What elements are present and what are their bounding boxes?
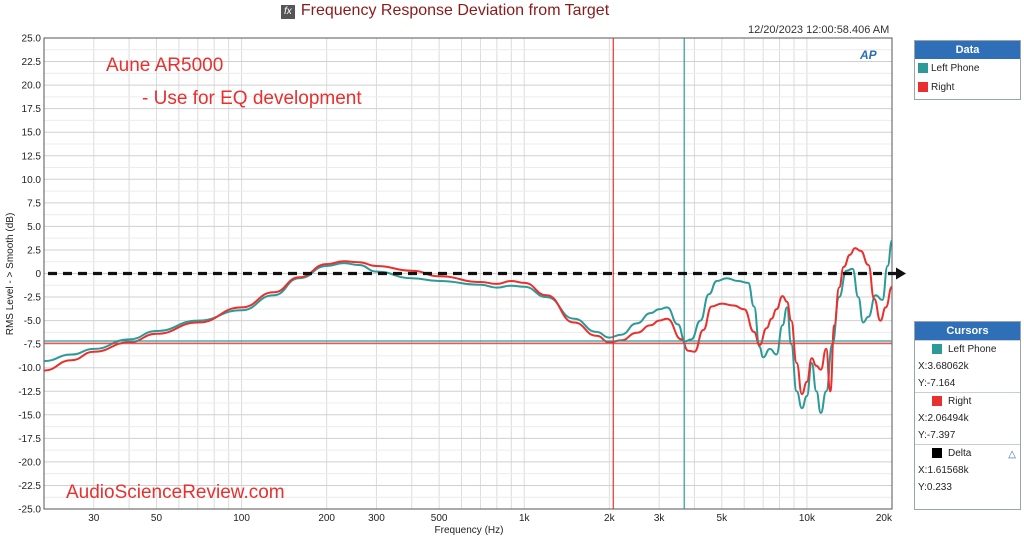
legend-label: Right — [931, 82, 955, 93]
y-tick-label: -22.5 — [18, 481, 41, 492]
legend-panel-title: Data — [915, 41, 1020, 59]
y-tick-label: 10.0 — [22, 175, 42, 186]
timestamp: 12/20/2023 12:00:58.406 AM — [748, 24, 890, 36]
x-tick-label: 10k — [799, 513, 816, 524]
y-tick-label: -5.0 — [24, 316, 42, 327]
cursor-name: Delta — [948, 448, 972, 459]
y-tick-label: 12.5 — [22, 151, 42, 162]
y-tick-label: -2.5 — [24, 293, 42, 304]
annotation-device-name: Aune AR5000 — [106, 55, 224, 76]
x-tick-label: 5k — [717, 513, 729, 524]
target-reference-line — [48, 267, 906, 280]
cursor-y-value: Y:-7.164 — [918, 378, 956, 389]
cursor-swatch — [932, 448, 942, 458]
y-axis-ticks: 25.0 22.5 20.0 17.5 15.0 12.5 10.0 7.5 5.0 2.5 0 -2… — [18, 34, 41, 516]
y-tick-label: -25.0 — [18, 505, 41, 516]
x-axis-ticks: 30 50 100 200 300 500 1k 2k 3k 5k 10k 20k — [88, 513, 893, 524]
x-tick-label: 500 — [431, 513, 448, 524]
x-tick-label: 3k — [654, 513, 666, 524]
legend-label: Left Phone — [931, 63, 980, 74]
cursor-block-right[interactable]: Right X:2.06494k Y:-7.397 — [915, 392, 1020, 444]
y-tick-label: 17.5 — [22, 104, 42, 115]
y-tick-label: 15.0 — [22, 128, 42, 139]
legend-item-left-phone[interactable]: Left Phone — [915, 59, 1020, 78]
legend-panel: Data Left Phone Right — [914, 40, 1021, 100]
cursor-y-value: Y:-7.397 — [918, 430, 956, 441]
series-line-right — [43, 247, 893, 396]
cursor-x-value: X:3.68062k — [918, 361, 969, 372]
cursor-block-left-phone[interactable]: Left Phone X:3.68062k Y:-7.164 — [915, 340, 1020, 392]
cursors-panel: Cursors Left Phone X:3.68062k Y:-7.164 R… — [914, 321, 1021, 510]
fx-icon[interactable]: fx — [280, 5, 295, 19]
chart-series — [43, 239, 893, 414]
target-arrow-head — [896, 267, 906, 280]
x-tick-label: 30 — [88, 513, 100, 524]
y-tick-label: 25.0 — [22, 34, 42, 45]
chart-title: Frequency Response Deviation from Target — [300, 2, 610, 19]
cursor-name: Right — [948, 396, 972, 407]
legend-swatch — [918, 82, 928, 92]
cursor-swatch — [932, 344, 942, 354]
x-tick-label: 1k — [519, 513, 531, 524]
x-tick-label: 100 — [233, 513, 250, 524]
chart-title-bar: fx Frequency Response Deviation from Targ… — [0, 2, 890, 20]
chart-cursors[interactable] — [44, 38, 892, 509]
cursor-x-value: X:1.61568k — [918, 465, 969, 476]
legend-item-right[interactable]: Right — [915, 78, 1020, 97]
x-tick-label: 200 — [318, 513, 335, 524]
cursor-x-value: X:2.06494k — [918, 413, 969, 424]
y-axis-label: RMS Level - > Smooth (dB) — [5, 213, 16, 336]
y-tick-label: -15.0 — [18, 410, 41, 421]
x-axis-label: Frequency (Hz) — [435, 525, 504, 536]
watermark: AudioScienceReview.com — [66, 482, 285, 503]
cursor-block-delta[interactable]: Delta △ X:1.61568k Y:0.233 — [915, 444, 1020, 496]
y-tick-label: 20.0 — [22, 81, 42, 92]
cursors-panel-title: Cursors — [915, 322, 1020, 340]
annotation-note: - Use for EQ development — [142, 88, 362, 109]
cursor-swatch — [932, 396, 942, 406]
x-tick-label: 20k — [876, 513, 893, 524]
cursor-name: Left Phone — [948, 344, 997, 355]
y-tick-label: -12.5 — [18, 387, 41, 398]
y-tick-label: 22.5 — [22, 57, 42, 68]
y-tick-label: 0 — [35, 269, 41, 280]
y-tick-label: 5.0 — [27, 222, 41, 233]
delta-triangle-icon: △ — [1008, 449, 1016, 460]
y-tick-label: 7.5 — [27, 198, 41, 209]
y-tick-label: -17.5 — [18, 434, 41, 445]
cursor-y-value: Y:0.233 — [918, 482, 952, 493]
y-tick-label: 2.5 — [27, 245, 41, 256]
series-line-left-phone — [43, 239, 893, 414]
x-tick-label: 50 — [151, 513, 163, 524]
y-tick-label: -7.5 — [24, 340, 42, 351]
ap-logo-icon: AP — [860, 48, 877, 62]
y-tick-label: -20.0 — [18, 457, 41, 468]
legend-swatch — [918, 63, 928, 73]
y-tick-label: -10.0 — [18, 363, 41, 374]
x-tick-label: 2k — [604, 513, 616, 524]
x-tick-label: 300 — [368, 513, 385, 524]
